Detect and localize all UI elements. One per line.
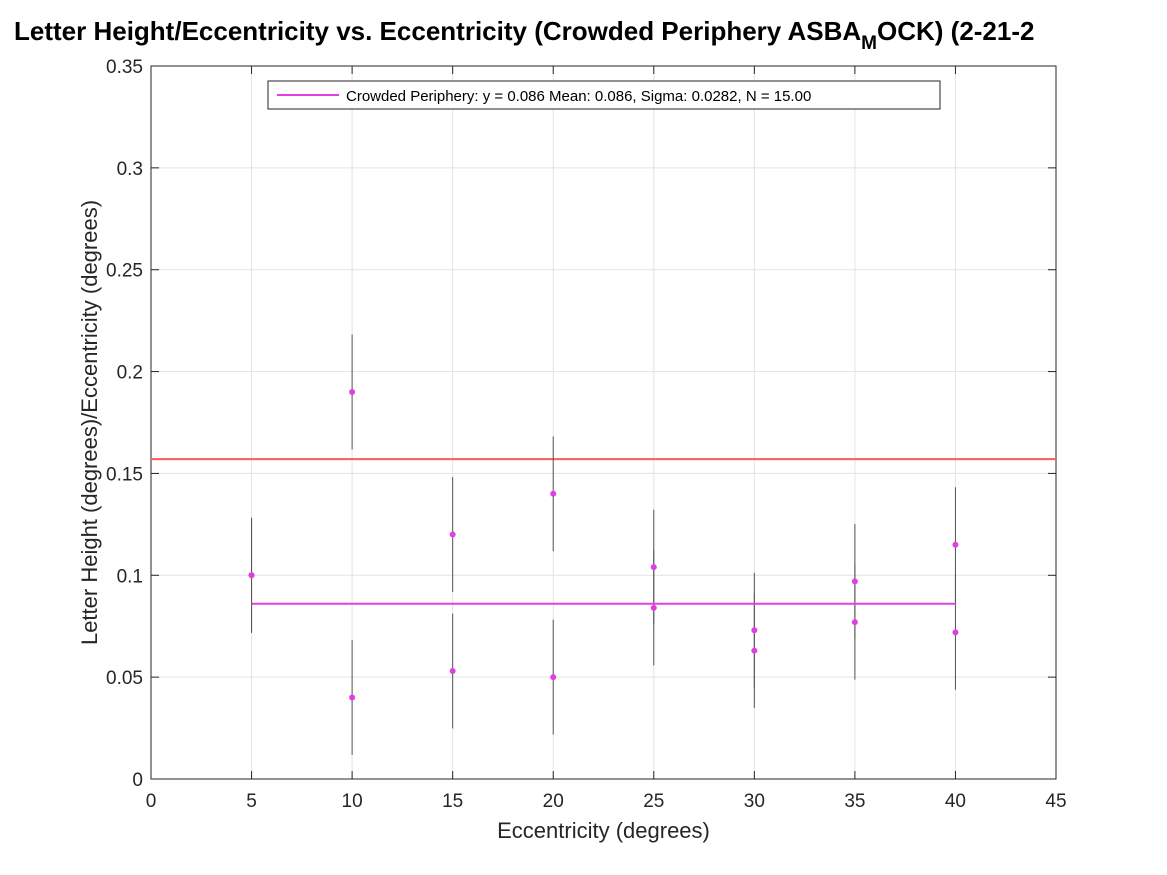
x-tick-label: 25 — [643, 791, 664, 812]
y-tick-label: 0.05 — [106, 668, 143, 689]
y-tick-label: 0.3 — [117, 159, 143, 180]
data-point — [851, 619, 858, 626]
x-tick-label: 5 — [246, 791, 257, 812]
grid-lines — [150, 65, 1057, 780]
legend-box — [267, 80, 941, 110]
x-tick-label: 10 — [342, 791, 363, 812]
error-bars — [251, 334, 956, 755]
y-tick-label: 0.15 — [106, 464, 143, 485]
x-tick-label: 35 — [844, 791, 865, 812]
y-axis-label: Letter Height (degrees)/Eccentricity (de… — [77, 200, 102, 645]
x-tick-label: 40 — [945, 791, 966, 812]
axes-box — [150, 65, 1057, 780]
data-points — [248, 388, 959, 701]
y-tick-label: 0.2 — [117, 363, 143, 384]
data-point — [550, 674, 557, 681]
x-tick-label: 30 — [744, 791, 765, 812]
x-tick-label: 20 — [543, 791, 564, 812]
y-tick-label: 0.25 — [106, 261, 143, 282]
y-tick-label: 0 — [132, 770, 143, 791]
data-point — [449, 668, 456, 675]
x-tick-label: 0 — [146, 791, 157, 812]
data-point — [851, 578, 858, 585]
legend-entry: Crowded Periphery: y = 0.086 Mean: 0.086… — [346, 88, 811, 105]
y-tick-label: 0.1 — [117, 566, 143, 587]
x-tick-label: 45 — [1045, 791, 1066, 812]
data-point — [650, 564, 657, 571]
data-point — [952, 629, 959, 636]
y-tick-label: 0.35 — [106, 57, 143, 78]
chart-title: Letter Height/Eccentricity vs. Eccentric… — [14, 16, 1035, 54]
data-point — [449, 531, 456, 538]
data-point — [349, 694, 356, 701]
data-point — [751, 647, 758, 654]
axis-ticks: 0 5 10 15 20 25 30 35 40 45 0 0.05 0.1 0.15 0.2 0.25 0.3… — [106, 57, 1067, 812]
legend: Crowded Periphery: y = 0.086 Mean: 0.086… — [267, 80, 941, 110]
data-point — [550, 490, 557, 497]
data-point — [650, 604, 657, 611]
x-tick-label: 15 — [442, 791, 463, 812]
data-point — [751, 627, 758, 634]
data-point — [349, 388, 356, 395]
x-axis-label: Eccentricity (degrees) — [497, 818, 710, 843]
data-point — [248, 572, 255, 579]
plot-frame — [150, 65, 1057, 780]
data-point — [952, 541, 959, 548]
